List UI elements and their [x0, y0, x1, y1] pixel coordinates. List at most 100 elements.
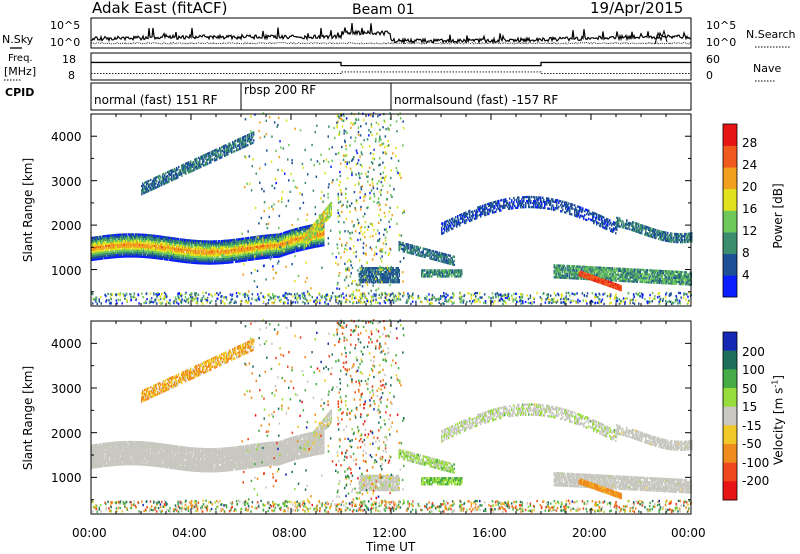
power-cell	[163, 245, 165, 249]
power-cell	[104, 253, 106, 256]
power-cell	[461, 271, 463, 274]
power-cell	[97, 246, 99, 249]
cpid-panel	[240, 83, 392, 110]
power-cell	[126, 243, 128, 246]
power-cell	[95, 244, 97, 247]
power-cell	[407, 245, 410, 248]
power-cell	[501, 199, 503, 202]
power-cell	[132, 253, 134, 256]
power-cell	[523, 200, 525, 203]
power-cell	[123, 233, 125, 236]
power-cell	[160, 251, 162, 254]
power-cell	[449, 271, 451, 274]
power-cell	[98, 245, 100, 249]
power-cell	[169, 256, 171, 259]
power-cell	[102, 255, 104, 258]
power-cell	[97, 244, 99, 247]
power-cell	[164, 242, 166, 245]
power-cell	[169, 250, 171, 253]
power-cell	[141, 249, 143, 252]
power-cell	[164, 252, 166, 255]
nave-line	[91, 71, 691, 74]
power-cell	[118, 233, 120, 236]
power-cell	[159, 247, 161, 250]
power-cbar-tick-4: 4	[742, 268, 750, 282]
power-cell	[159, 251, 161, 254]
power-cell	[145, 233, 147, 237]
power-cell	[161, 253, 163, 256]
power-cell	[183, 256, 185, 259]
power-cell	[132, 247, 134, 250]
power-cell	[100, 241, 102, 244]
power-cell	[598, 222, 600, 225]
power-cell	[110, 256, 112, 259]
power-cell	[591, 272, 594, 275]
power-cell	[571, 213, 573, 216]
power-cell	[599, 218, 601, 221]
power-cell	[518, 204, 520, 207]
power-cell	[607, 218, 609, 221]
power-cell	[175, 259, 177, 262]
power-cell	[530, 201, 532, 205]
power-cell	[183, 242, 185, 245]
power-cell	[150, 238, 152, 241]
power-cell	[529, 195, 531, 199]
power-cell	[100, 257, 102, 260]
power-cell	[631, 268, 634, 271]
power-cell	[552, 204, 554, 207]
power-cell	[125, 237, 127, 240]
power-cell	[118, 251, 120, 254]
power-cell	[148, 248, 150, 251]
power-cell	[119, 247, 121, 250]
power-cell	[101, 239, 103, 242]
power-cell	[245, 135, 247, 138]
power-cell	[106, 244, 108, 248]
power-cell	[107, 254, 109, 257]
power-cell	[143, 235, 145, 238]
power-cell	[398, 247, 401, 250]
power-cell	[148, 254, 150, 257]
power-cell	[176, 239, 178, 242]
power-cell	[164, 258, 166, 261]
power-cell	[113, 246, 115, 249]
power-cell	[525, 206, 527, 209]
power-cell	[511, 199, 513, 202]
power-cell	[178, 258, 180, 261]
power-cell	[95, 252, 97, 255]
power-cell	[125, 253, 127, 256]
power-cell	[137, 255, 139, 258]
power-cell	[522, 202, 524, 205]
power-cell	[113, 252, 115, 255]
power-cell	[461, 269, 463, 272]
power-cell	[141, 233, 143, 236]
power-cell	[151, 250, 153, 253]
power-cell	[181, 258, 183, 261]
noise-left-tick-bottom: 10^0	[50, 36, 81, 49]
power-cell	[135, 255, 137, 258]
power-cell	[109, 236, 111, 239]
power-cell	[103, 249, 105, 252]
power-cell	[606, 227, 608, 231]
power-cell	[139, 247, 141, 250]
power-cell	[568, 202, 570, 205]
power-cell	[153, 236, 155, 239]
power-cell	[445, 222, 447, 225]
power-cell	[149, 248, 151, 251]
power-cell	[148, 236, 150, 239]
power-cell	[101, 243, 103, 246]
power-cell	[169, 252, 171, 255]
power-cell	[174, 241, 176, 244]
power-cell	[104, 241, 106, 244]
power-cell	[170, 240, 172, 244]
power-cell	[94, 250, 96, 253]
power-cell	[148, 246, 150, 249]
power-cell	[368, 281, 371, 284]
power-cell	[135, 233, 137, 236]
power-cell	[155, 240, 157, 244]
power-cell	[104, 235, 106, 238]
power-cell	[221, 156, 223, 159]
power-cell	[144, 253, 146, 257]
power-cell	[168, 238, 170, 241]
power-cell	[178, 252, 180, 255]
power-cell	[553, 264, 556, 267]
